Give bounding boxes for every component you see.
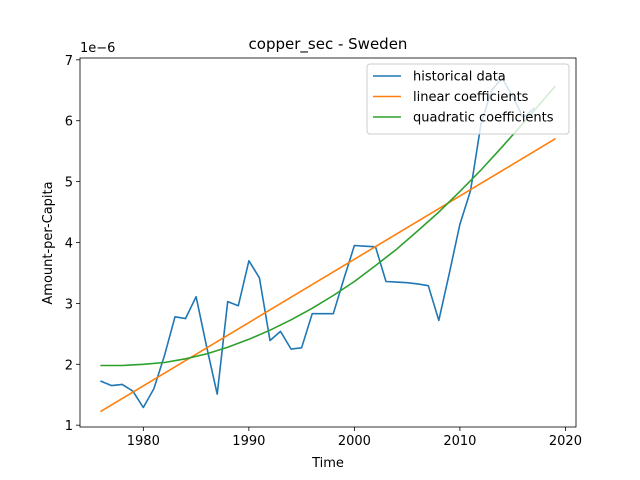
x-tick-label: 1980 <box>127 434 160 449</box>
series-line-quadratic-coefficients <box>100 85 557 367</box>
series-line-linear-coefficients <box>100 137 556 413</box>
legend-box <box>366 63 570 135</box>
y-tick-label: 4 <box>65 237 73 252</box>
y-tick-label: 2 <box>65 358 73 373</box>
x-tick-label: 1990 <box>232 434 265 449</box>
x-tick-label: 2020 <box>549 434 582 449</box>
y-tick-label: 1 <box>65 419 73 434</box>
x-tick-label: 2000 <box>338 434 371 449</box>
legend-label: historical data <box>413 70 506 85</box>
legend-label: quadratic coefficients <box>413 111 554 126</box>
series-layer <box>100 77 557 413</box>
x-axis-label: Time <box>311 456 344 471</box>
y-offset-label: 1e−6 <box>80 41 115 56</box>
x-tick-label: 2010 <box>443 434 476 449</box>
y-tick-label: 5 <box>65 176 73 191</box>
y-axis-label: Amount-per-Capita <box>41 181 56 304</box>
y-tick-label: 6 <box>65 115 73 130</box>
series-line-historical-data <box>100 77 535 409</box>
y-axis: 1 2 3 4 5 6 7 <box>65 54 80 434</box>
y-tick-label: 3 <box>65 297 73 312</box>
legend-label: linear coefficients <box>413 90 529 105</box>
chart-title: copper_sec - Sweden <box>249 35 408 54</box>
x-axis: 1980 1990 2000 2010 2020 <box>127 427 582 449</box>
y-tick-label: 7 <box>65 54 73 69</box>
legend: historical data linear coefficients quadra… <box>366 63 570 135</box>
